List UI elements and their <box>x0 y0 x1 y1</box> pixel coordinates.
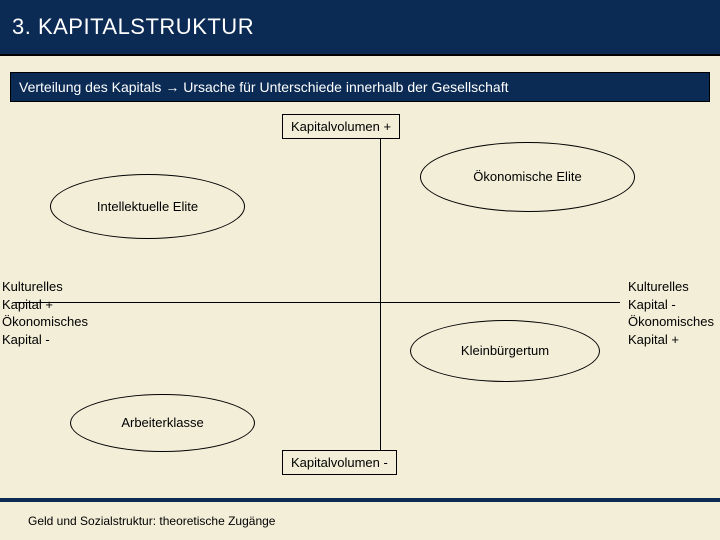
axis-top-label-box: Kapitalvolumen + <box>282 114 400 139</box>
footer-text: Geld und Sozialstruktur: theoretische Zu… <box>28 514 275 528</box>
ellipse-oekonomische-elite: Ökonomische Elite <box>420 142 635 212</box>
axis-left-label: Kulturelles Kapital + Ökonomisches Kapit… <box>2 278 88 348</box>
vertical-axis <box>380 138 381 452</box>
slide-title: 3. KAPITALSTRUKTUR <box>0 0 720 56</box>
horizontal-axis <box>15 302 620 303</box>
axis-bottom-label-box: Kapitalvolumen - <box>282 450 397 475</box>
capital-quadrant-diagram: Kapitalvolumen + Kapitalvolumen - Kulturel… <box>0 102 720 502</box>
subtitle-text: Verteilung des Kapitals → Ursache für Un… <box>19 79 508 95</box>
slide-subtitle: Verteilung des Kapitals → Ursache für Un… <box>10 72 710 102</box>
footer-divider <box>0 498 720 502</box>
axis-right-label: Kulturelles Kapital - Ökonomisches Kapit… <box>628 278 714 348</box>
ellipse-arbeiterklasse: Arbeiterklasse <box>70 394 255 452</box>
ellipse-intellektuelle-elite: Intellektuelle Elite <box>50 174 245 239</box>
ellipse-kleinbuergertum: Kleinbürgertum <box>410 320 600 382</box>
